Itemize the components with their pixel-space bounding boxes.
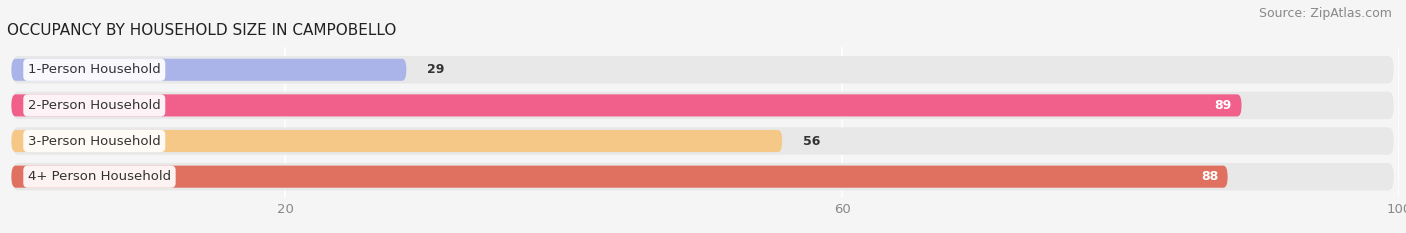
Text: 29: 29 (427, 63, 444, 76)
Text: Source: ZipAtlas.com: Source: ZipAtlas.com (1258, 7, 1392, 20)
Text: 56: 56 (803, 134, 821, 147)
FancyBboxPatch shape (11, 59, 406, 81)
FancyBboxPatch shape (13, 92, 1393, 119)
FancyBboxPatch shape (11, 94, 1241, 116)
Text: 88: 88 (1201, 170, 1218, 183)
FancyBboxPatch shape (13, 163, 1393, 190)
FancyBboxPatch shape (11, 130, 782, 152)
Text: 2-Person Household: 2-Person Household (28, 99, 160, 112)
Text: 4+ Person Household: 4+ Person Household (28, 170, 172, 183)
Text: OCCUPANCY BY HOUSEHOLD SIZE IN CAMPOBELLO: OCCUPANCY BY HOUSEHOLD SIZE IN CAMPOBELL… (7, 24, 396, 38)
FancyBboxPatch shape (11, 166, 1227, 188)
FancyBboxPatch shape (13, 127, 1393, 155)
Text: 89: 89 (1215, 99, 1232, 112)
Text: 1-Person Household: 1-Person Household (28, 63, 160, 76)
FancyBboxPatch shape (13, 56, 1393, 83)
Text: 3-Person Household: 3-Person Household (28, 134, 160, 147)
